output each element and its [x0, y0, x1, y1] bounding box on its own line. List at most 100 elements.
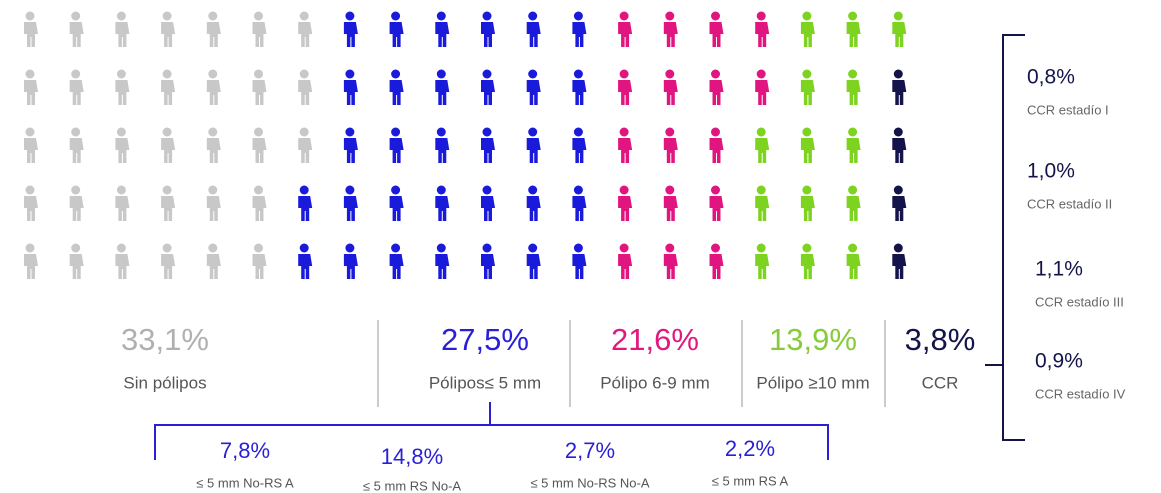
icon-body — [618, 80, 633, 105]
icon-head — [619, 127, 629, 137]
person-icon — [69, 243, 84, 279]
icon-head — [528, 69, 538, 79]
icon-head — [711, 243, 720, 253]
icon-body — [252, 138, 267, 163]
icon-head — [756, 11, 766, 21]
person-icon — [800, 243, 815, 279]
group-percent: 3,8% — [905, 322, 976, 357]
person-icon — [298, 185, 313, 221]
person-icon — [755, 11, 770, 47]
person-icon — [435, 11, 450, 47]
icon-head — [208, 69, 218, 79]
person-icon — [755, 243, 770, 279]
person-icon — [526, 69, 541, 105]
subgroup-label: ≤ 5 mm RS A — [712, 473, 789, 488]
icon-body — [24, 22, 38, 47]
icon-body — [389, 196, 404, 221]
icon-head — [528, 185, 538, 195]
icon-body — [526, 80, 541, 105]
group-label: CCR — [922, 373, 959, 392]
person-icon — [846, 127, 861, 163]
icon-head — [756, 127, 766, 137]
icon-body — [526, 254, 541, 279]
icon-head — [254, 127, 263, 137]
person-icon — [846, 185, 861, 221]
icon-body — [572, 196, 587, 221]
icon-body — [389, 254, 404, 279]
person-icon — [252, 11, 267, 47]
icon-head — [162, 11, 172, 21]
icon-head — [756, 185, 766, 195]
person-icon — [161, 69, 176, 105]
icon-body — [892, 80, 907, 105]
icon-body — [389, 138, 404, 163]
person-icon — [481, 11, 495, 47]
stage-percent: 1,1% — [1035, 258, 1083, 281]
icon-head — [573, 127, 583, 137]
icon-head — [436, 243, 446, 253]
icon-head — [482, 185, 492, 195]
person-icon — [481, 127, 495, 163]
icon-body — [663, 138, 678, 163]
icon-head — [893, 243, 903, 253]
group-label: Pólipo ≥10 mm — [756, 373, 869, 392]
person-icon — [663, 127, 678, 163]
pictogram — [24, 11, 907, 279]
person-icon — [161, 185, 176, 221]
icon-head — [345, 185, 355, 195]
group-label: Sin pólipos — [123, 373, 206, 392]
icon-body — [24, 138, 38, 163]
icon-body — [252, 196, 267, 221]
icon-head — [573, 11, 583, 21]
person-icon — [252, 243, 267, 279]
icon-head — [116, 243, 126, 253]
icon-body — [709, 254, 724, 279]
icon-body — [481, 22, 495, 47]
icon-body — [892, 254, 907, 279]
icon-body — [115, 22, 130, 47]
icon-body — [481, 196, 495, 221]
icon-head — [299, 185, 309, 195]
person-icon — [69, 185, 84, 221]
icon-head — [208, 185, 218, 195]
icon-body — [115, 196, 130, 221]
icon-body — [481, 254, 495, 279]
person-icon — [709, 185, 724, 221]
icon-head — [345, 11, 355, 21]
icon-body — [161, 80, 176, 105]
group-percent: 21,6% — [611, 322, 699, 357]
icon-body — [800, 254, 815, 279]
icon-head — [619, 69, 629, 79]
person-icon — [755, 127, 770, 163]
icon-body — [709, 196, 724, 221]
icon-body — [663, 254, 678, 279]
icon-body — [343, 80, 358, 105]
icon-head — [71, 185, 81, 195]
icon-head — [25, 127, 35, 137]
person-icon — [298, 69, 313, 105]
icon-head — [25, 11, 35, 21]
icon-head — [436, 127, 446, 137]
icon-head — [756, 243, 766, 253]
icon-head — [802, 69, 812, 79]
icon-body — [435, 138, 450, 163]
icon-head — [482, 243, 492, 253]
icon-head — [391, 185, 401, 195]
person-icon — [69, 127, 84, 163]
icon-body — [69, 254, 84, 279]
icon-head — [71, 127, 81, 137]
icon-body — [846, 254, 861, 279]
icon-body — [846, 138, 861, 163]
person-icon — [206, 69, 221, 105]
icon-head — [893, 69, 903, 79]
icon-head — [573, 243, 583, 253]
stage-label: CCR estadío II — [1027, 196, 1112, 211]
icon-body — [800, 80, 815, 105]
icon-head — [208, 11, 218, 21]
person-icon — [663, 185, 678, 221]
icon-body — [709, 80, 724, 105]
icon-body — [892, 138, 907, 163]
icon-head — [25, 185, 35, 195]
icon-body — [618, 196, 633, 221]
person-icon — [24, 243, 38, 279]
